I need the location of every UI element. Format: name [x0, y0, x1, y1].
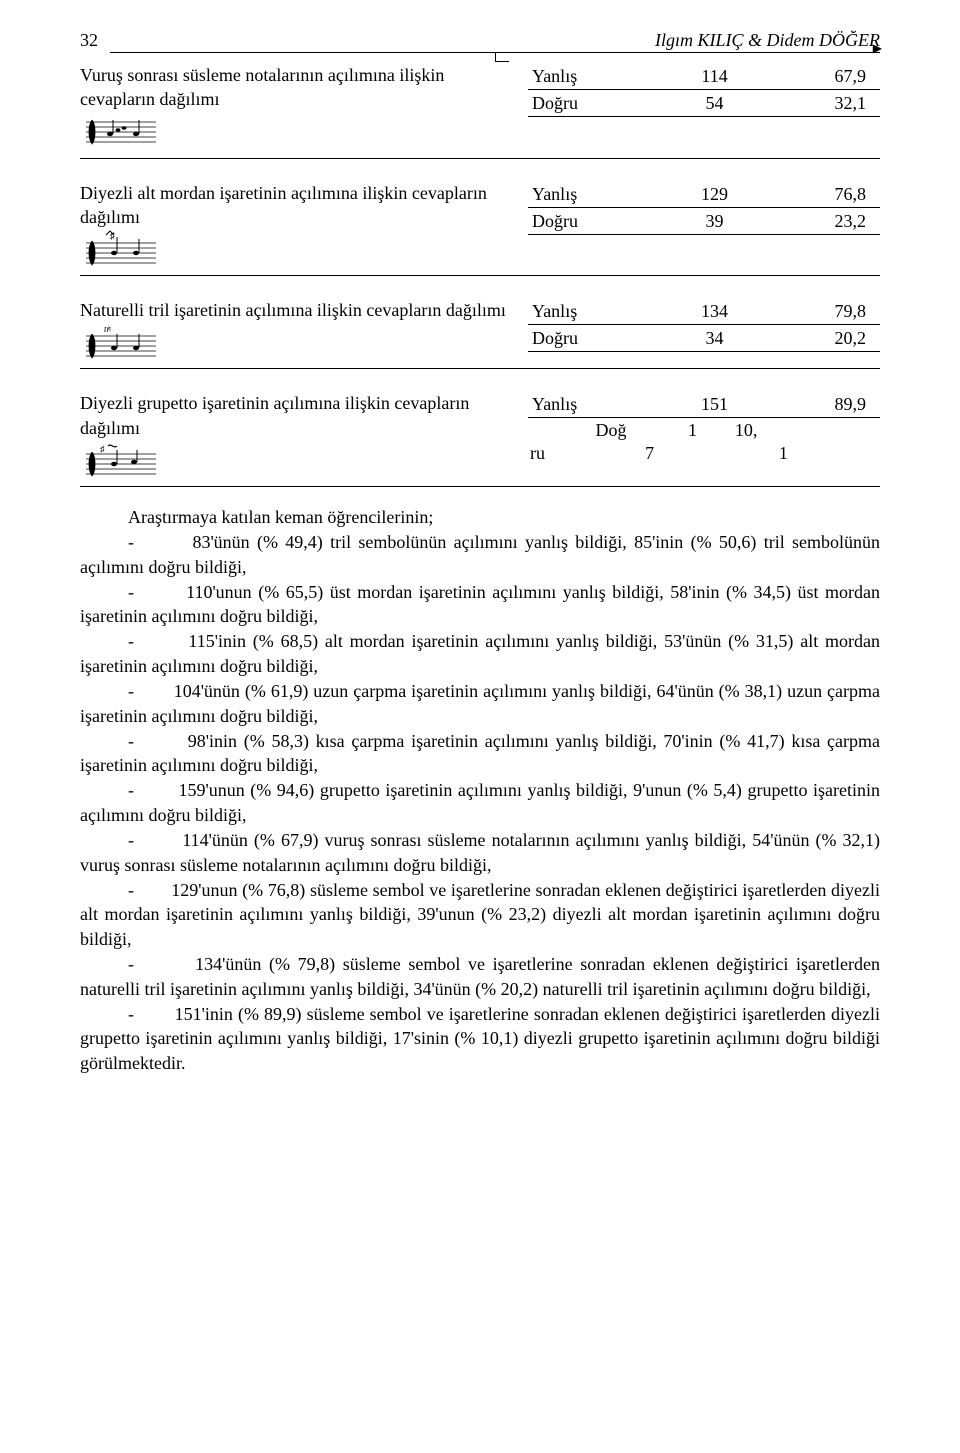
section-description: Diyezli grupetto işaretinin açılımına il…: [80, 391, 528, 480]
row-pct: 67,9: [767, 66, 880, 87]
desc-text: Vuruş sonrası süsleme notalarının açılım…: [80, 65, 444, 109]
row-pct: 76,8: [767, 184, 880, 205]
table-row: Doğru 54 32,1: [528, 90, 880, 117]
desc-text: Naturelli tril işaretinin açılımına iliş…: [80, 300, 506, 320]
split-n2: 7: [584, 443, 711, 464]
table-row: Yanlış 129 76,8: [528, 181, 880, 208]
row-label: Doğru: [528, 93, 662, 114]
row-n: 54: [662, 93, 768, 114]
header-rule-wrap: Ilgım KILIÇ & Didem DÖĞER ▶: [110, 34, 880, 53]
dash-icon: -: [128, 731, 134, 751]
bullet-text: 114'ünün (% 67,9) vuruş sonrası süsleme …: [80, 830, 880, 875]
row-n: 134: [662, 301, 768, 322]
bullet-text: 151'inin (% 89,9) süsleme sembol ve işar…: [80, 1004, 880, 1074]
svg-text:♯: ♯: [110, 231, 115, 242]
dash-icon: -: [128, 780, 134, 800]
table-row: Doğru 34 20,2: [528, 325, 880, 352]
bullet-item: - 134'ünün (% 79,8) süsleme sembol ve iş…: [80, 952, 880, 1002]
section-data: Yanlış 114 67,9 Doğru 54 32,1: [528, 63, 880, 117]
table-section: Vuruş sonrası süsleme notalarının açılım…: [80, 63, 880, 152]
row-pct: 20,2: [767, 328, 880, 349]
desc-text: Diyezli grupetto işaretinin açılımına il…: [80, 393, 469, 437]
section-data: Yanlış 134 79,8 Doğru 34 20,2: [528, 298, 880, 352]
dash-icon: -: [128, 631, 134, 651]
table-section: Naturelli tril işaretinin açılımına iliş…: [80, 298, 880, 362]
row-label: Yanlış: [528, 184, 662, 205]
row-pct: 32,1: [767, 93, 880, 114]
section-data: Yanlış 129 76,8 Doğru 39 23,2: [528, 181, 880, 235]
section-description: Vuruş sonrası süsleme notalarının açılım…: [80, 63, 528, 152]
data-table: Vuruş sonrası süsleme notalarının açılım…: [80, 63, 880, 487]
split-l1: Doğ: [528, 420, 627, 441]
music-notation-icon: ♮ tr: [80, 322, 160, 362]
bullet-item: - 159'unun (% 94,6) grupetto işaretinin …: [80, 778, 880, 828]
table-section: Diyezli grupetto işaretinin açılımına il…: [80, 391, 880, 480]
bullet-text: 104'ünün (% 61,9) uzun çarpma işaretinin…: [80, 681, 880, 726]
svg-text:♯: ♯: [100, 444, 105, 454]
bullet-item: - 98'inin (% 58,3) kısa çarpma işaretini…: [80, 729, 880, 779]
row-n: 129: [662, 184, 768, 205]
row-label: Yanlış: [528, 394, 662, 415]
author-names: Ilgım KILIÇ & Didem DÖĞER: [649, 30, 880, 51]
dash-icon: -: [128, 830, 134, 850]
row-n: 151: [662, 394, 768, 415]
bullet-item: - 151'inin (% 89,9) süsleme sembol ve iş…: [80, 1002, 880, 1076]
lead-line: Araştırmaya katılan keman öğrencilerinin…: [80, 505, 880, 530]
svg-text:tr: tr: [104, 324, 111, 334]
split-n1: 1: [627, 420, 697, 441]
music-notation-icon: ♯: [80, 229, 160, 269]
bullet-item: - 114'ünün (% 67,9) vuruş sonrası süslem…: [80, 828, 880, 878]
section-description: Naturelli tril işaretinin açılımına iliş…: [80, 298, 528, 362]
split-p2: 1: [711, 443, 852, 464]
bullet-text: 159'unun (% 94,6) grupetto işaretinin aç…: [80, 780, 880, 825]
table-row-split: ru 7 1: [528, 441, 880, 464]
bullet-text: 98'inin (% 58,3) kısa çarpma işaretinin …: [80, 731, 880, 776]
section-description: Diyezli alt mordan işaretinin açılımına …: [80, 181, 528, 270]
row-label: Yanlış: [528, 301, 662, 322]
section-rule: [80, 486, 880, 487]
row-n: 34: [662, 328, 768, 349]
row-label: Doğru: [528, 211, 662, 232]
bullet-item: - 104'ünün (% 61,9) uzun çarpma işaretin…: [80, 679, 880, 729]
row-pct: 89,9: [767, 394, 880, 415]
section-data: Yanlış 151 89,9 Doğ 1 10, ru 7 1: [528, 391, 880, 464]
table-row: Yanlış 151 89,9: [528, 391, 880, 418]
body-text: Araştırmaya katılan keman öğrencilerinin…: [80, 505, 880, 1076]
dash-icon: -: [128, 532, 134, 552]
dash-icon: -: [128, 880, 134, 900]
bullet-text: 129'unun (% 76,8) süsleme sembol ve işar…: [80, 880, 880, 950]
page-header: 32 Ilgım KILIÇ & Didem DÖĞER ▶: [80, 30, 880, 53]
dash-icon: -: [128, 954, 134, 974]
split-l2: ru: [528, 443, 584, 464]
row-n: 114: [662, 66, 768, 87]
bullet-text: 134'ünün (% 79,8) süsleme sembol ve işar…: [80, 954, 880, 999]
bullet-item: - 129'unun (% 76,8) süsleme sembol ve iş…: [80, 878, 880, 952]
row-pct: 23,2: [767, 211, 880, 232]
dash-icon: -: [128, 681, 134, 701]
table-row-split: Doğ 1 10,: [528, 418, 880, 441]
table-row: Doğru 39 23,2: [528, 208, 880, 235]
bullet-text: 115'inin (% 68,5) alt mordan işaretinin …: [80, 631, 880, 676]
music-notation-icon: ♯: [80, 440, 160, 480]
music-notation-icon: [80, 112, 160, 152]
desc-text: Diyezli alt mordan işaretinin açılımına …: [80, 183, 487, 227]
bullet-text: 110'unun (% 65,5) üst mordan işaretinin …: [80, 582, 880, 627]
row-label: Doğru: [528, 328, 662, 349]
page-number: 32: [80, 30, 110, 51]
split-p1: 10,: [697, 420, 767, 441]
bullet-item: - 110'unun (% 65,5) üst mordan işaretini…: [80, 580, 880, 630]
row-pct: 79,8: [767, 301, 880, 322]
table-section: Diyezli alt mordan işaretinin açılımına …: [80, 181, 880, 270]
dash-icon: -: [128, 1004, 134, 1024]
bullet-item: - 115'inin (% 68,5) alt mordan işaretini…: [80, 629, 880, 679]
dash-icon: -: [128, 582, 134, 602]
bullet-item: - 83'ünün (% 49,4) tril sembolünün açılı…: [80, 530, 880, 580]
row-label: Yanlış: [528, 66, 662, 87]
table-row: Yanlış 134 79,8: [528, 298, 880, 325]
bullet-text: 83'ünün (% 49,4) tril sembolünün açılımı…: [80, 532, 880, 577]
table-row: Yanlış 114 67,9: [528, 63, 880, 90]
header-step-icon: [495, 52, 509, 62]
row-n: 39: [662, 211, 768, 232]
